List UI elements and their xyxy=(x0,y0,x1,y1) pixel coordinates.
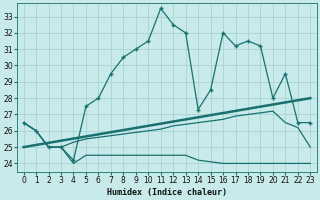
X-axis label: Humidex (Indice chaleur): Humidex (Indice chaleur) xyxy=(107,188,227,197)
